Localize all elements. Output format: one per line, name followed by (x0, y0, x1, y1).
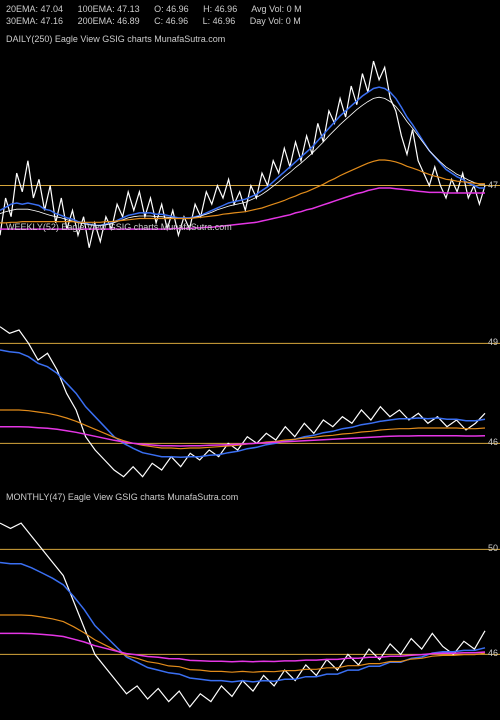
axis-label: 47 (488, 180, 498, 190)
panel-title: DAILY(250) Eagle View GSIG charts Munafa… (6, 34, 225, 44)
series-ema30 (0, 97, 485, 225)
axis-label: 50 (488, 543, 498, 553)
series-ema20 (0, 563, 485, 682)
series-price (0, 523, 485, 707)
chart-canvas (0, 0, 500, 720)
panel-title: MONTHLY(47) Eagle View GSIG charts Munaf… (6, 492, 238, 502)
series-price (0, 327, 485, 477)
series-ema20 (0, 87, 485, 225)
axis-label: 46 (488, 648, 498, 658)
series-ema100 (0, 615, 485, 672)
axis-label: 49 (488, 337, 498, 347)
axis-label: 46 (488, 437, 498, 447)
panel-title: WEEKLY(52) Eagle View GSIG charts Munafa… (6, 222, 232, 232)
